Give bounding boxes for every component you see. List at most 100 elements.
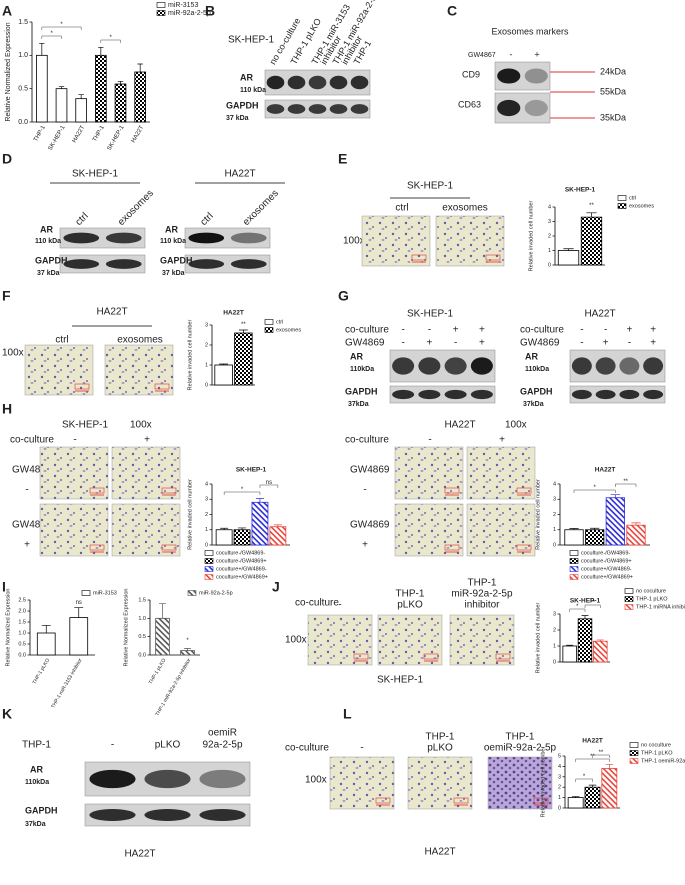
error-bar [590, 527, 600, 530]
y-tick-label: 0 [205, 382, 208, 388]
legend-swatch [81, 590, 91, 596]
y-tick-label: 0 [548, 262, 551, 268]
scale-box [453, 797, 469, 804]
scale-box [444, 487, 460, 494]
blot-band [392, 389, 415, 400]
label: 35kDa [600, 112, 626, 122]
blot-band [497, 68, 521, 84]
micrograph [407, 756, 473, 810]
blot-band [524, 99, 548, 117]
panel-label: D [2, 151, 12, 167]
panel-label: B [205, 3, 215, 19]
label: + [626, 325, 632, 336]
blot-band [571, 357, 592, 375]
significance: ns [76, 600, 82, 606]
axis-title: Relative invaded cell number [540, 747, 546, 818]
x-tick-label: SK-HEP-1 [48, 124, 67, 152]
significance: * [186, 638, 189, 644]
label: CD63 [458, 99, 481, 109]
micrograph [39, 446, 109, 500]
y-tick-label: 3 [558, 774, 561, 780]
label: GAPDH [345, 386, 378, 396]
y-tick-label: 2 [558, 785, 561, 791]
label: THP-1 [506, 732, 535, 743]
error-bar [238, 329, 248, 333]
label: GAPDH [520, 386, 553, 396]
significance-bracket [584, 604, 601, 608]
legend-swatch [624, 588, 634, 594]
micrograph [466, 503, 536, 557]
legend-label: ctrl [629, 195, 636, 201]
legend-swatch [204, 574, 214, 580]
significance: * [583, 774, 586, 780]
error-bar [220, 527, 229, 530]
panel-label: F [2, 288, 11, 304]
error-bar [238, 527, 247, 530]
y-tick-label: 2 [548, 233, 551, 239]
label: AR [40, 224, 53, 234]
x-tick-label: SK-HEP-1 [107, 124, 126, 152]
micrograph [24, 344, 94, 396]
blot [569, 385, 666, 404]
micrograph [487, 756, 553, 810]
x-tick-label: THP-1 [33, 124, 47, 143]
label: co-culture [345, 435, 389, 446]
error-bar [184, 648, 191, 651]
bar [95, 54, 107, 123]
bar [75, 98, 87, 123]
label: 37 kDa [162, 270, 185, 277]
label: GAPDH [35, 255, 68, 265]
label: + [362, 540, 368, 551]
bar [562, 645, 577, 663]
label: pLKO [427, 743, 453, 754]
scale-box [161, 544, 177, 551]
y-tick-label: 0.5 [18, 641, 26, 647]
label: - [338, 600, 341, 611]
scale-box [411, 254, 427, 261]
label: co-culture [285, 743, 329, 754]
label: 110 kDa [35, 238, 61, 245]
legend-label: coculture+/GW4869- [581, 566, 632, 572]
label: inhibitor [464, 600, 500, 611]
bar [557, 250, 580, 266]
label: 37kDa [25, 821, 46, 828]
label: - [580, 325, 583, 336]
axis-title: Relative invaded cell number [187, 479, 193, 550]
blot-band [350, 104, 369, 114]
blot-band [619, 357, 640, 375]
y-tick-label: 1.5 [138, 597, 146, 603]
label: + [479, 325, 485, 336]
significance-bracket [41, 35, 62, 39]
blot-band [497, 99, 521, 117]
blot-band [266, 75, 285, 90]
label: 37kDa [523, 401, 544, 408]
error-bar [78, 94, 84, 99]
label: - [510, 49, 513, 59]
scale-box [516, 487, 532, 494]
error-bar [137, 63, 143, 72]
significance: * [109, 35, 112, 41]
legend-label: coculture-/GW4869+ [581, 558, 632, 564]
blot-band [619, 389, 640, 400]
legend-label: miR-3153 [168, 2, 198, 9]
axis-title: Relative Normalized Expression [5, 22, 12, 121]
scale-box [89, 544, 105, 551]
y-tick-label: 3 [205, 497, 208, 503]
label: co-culture [345, 325, 389, 336]
panel-label: L [343, 706, 352, 722]
blot-band [89, 809, 136, 821]
significance: ** [623, 479, 628, 485]
label: exosomes [117, 335, 163, 346]
label: - [428, 325, 431, 336]
significance-bracket [575, 758, 610, 762]
error-bar [74, 607, 84, 618]
legend-label: no coculture [641, 742, 671, 748]
blot-band [418, 389, 441, 400]
label: ctrl [55, 335, 68, 346]
blot-band [287, 104, 306, 114]
significance-bracket [569, 608, 586, 612]
error-bar [98, 46, 104, 56]
legend-swatch [569, 558, 579, 564]
label: + [650, 338, 656, 349]
micrograph [39, 503, 109, 557]
